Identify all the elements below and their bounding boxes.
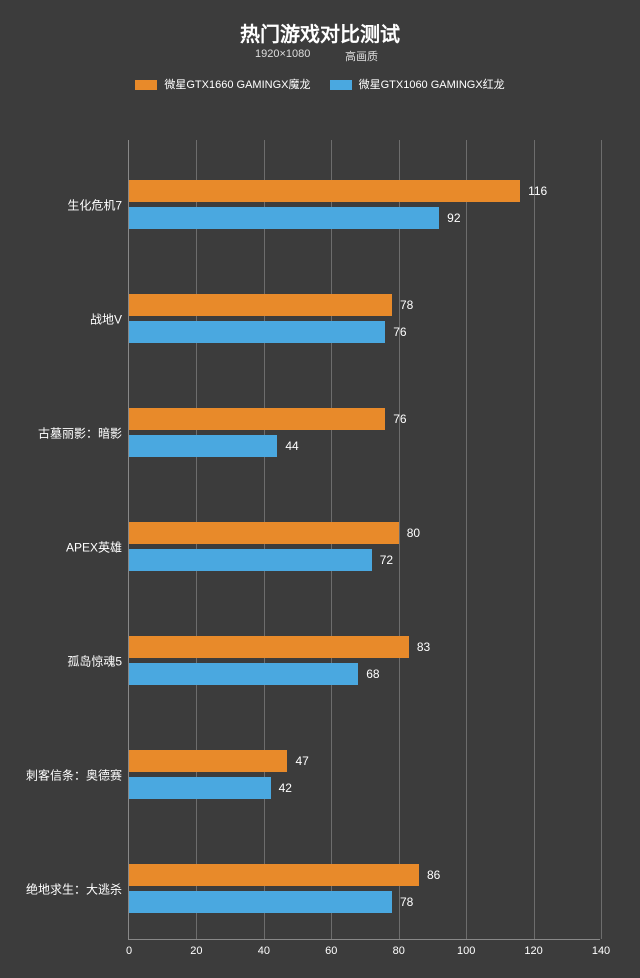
bar-value-label: 72	[380, 553, 393, 567]
bar-series-0	[129, 750, 287, 772]
gridline	[601, 140, 602, 939]
bar-series-1	[129, 435, 277, 457]
chart-subtitle-quality: 高画质	[345, 48, 378, 64]
bar-series-1	[129, 777, 271, 799]
gridline	[534, 140, 535, 939]
legend-item-series-1: 微星GTX1060 GAMINGX红龙	[330, 76, 505, 92]
bar-series-0	[129, 294, 392, 316]
chart-legend: 微星GTX1660 GAMINGX魔龙 微星GTX1060 GAMINGX红龙	[0, 76, 640, 92]
bar-series-0	[129, 636, 409, 658]
bar-value-label: 116	[528, 184, 547, 198]
bar-series-0	[129, 522, 399, 544]
bar-value-label: 47	[295, 754, 308, 768]
legend-swatch-1	[330, 80, 352, 90]
bar-series-0	[129, 864, 419, 886]
gridline	[466, 140, 467, 939]
category-label: 古墓丽影：暗影	[38, 424, 122, 441]
bar-value-label: 42	[279, 781, 292, 795]
x-tick-label: 140	[592, 945, 610, 957]
bar-value-label: 68	[366, 667, 379, 681]
bar-series-0	[129, 408, 385, 430]
bar-series-1	[129, 321, 385, 343]
category-label: 绝地求生：大逃杀	[26, 880, 122, 897]
x-tick-label: 120	[524, 945, 542, 957]
bar-value-label: 76	[393, 325, 406, 339]
category-label: 孤岛惊魂5	[67, 652, 122, 669]
x-tick-label: 40	[258, 945, 270, 957]
bar-value-label: 78	[400, 298, 413, 312]
bar-value-label: 92	[447, 211, 460, 225]
bar-value-label: 44	[285, 439, 298, 453]
chart-subtitle-resolution: 1920×1080	[255, 48, 310, 60]
bar-series-1	[129, 207, 439, 229]
x-tick-label: 80	[393, 945, 405, 957]
x-tick-label: 20	[190, 945, 202, 957]
bar-value-label: 76	[393, 412, 406, 426]
bar-series-0	[129, 180, 520, 202]
category-label: 生化危机7	[67, 196, 122, 213]
gridline	[399, 140, 400, 939]
bar-series-1	[129, 663, 358, 685]
x-tick-label: 0	[126, 945, 132, 957]
chart-title: 热门游戏对比测试	[0, 18, 640, 47]
bar-series-1	[129, 891, 392, 913]
x-tick-label: 60	[325, 945, 337, 957]
bar-series-1	[129, 549, 372, 571]
category-label: 战地V	[90, 310, 122, 327]
category-label: 刺客信条：奥德赛	[26, 766, 122, 783]
legend-item-series-0: 微星GTX1660 GAMINGX魔龙	[135, 76, 310, 92]
x-tick-label: 100	[457, 945, 475, 957]
bar-value-label: 83	[417, 640, 430, 654]
category-label: APEX英雄	[66, 538, 122, 555]
bar-value-label: 86	[427, 868, 440, 882]
bar-value-label: 78	[400, 895, 413, 909]
bar-value-label: 80	[407, 526, 420, 540]
benchmark-chart: 热门游戏对比测试 1920×1080 高画质 微星GTX1660 GAMINGX…	[0, 0, 640, 978]
legend-swatch-0	[135, 80, 157, 90]
plot-area: 0204060801001201401169278767644807283684…	[128, 140, 600, 940]
legend-label-1: 微星GTX1060 GAMINGX红龙	[359, 79, 505, 91]
legend-label-0: 微星GTX1660 GAMINGX魔龙	[164, 79, 310, 91]
